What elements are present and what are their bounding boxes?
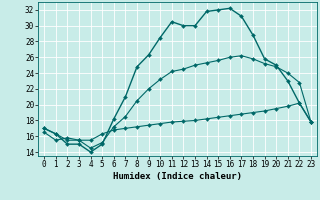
X-axis label: Humidex (Indice chaleur): Humidex (Indice chaleur) — [113, 172, 242, 181]
